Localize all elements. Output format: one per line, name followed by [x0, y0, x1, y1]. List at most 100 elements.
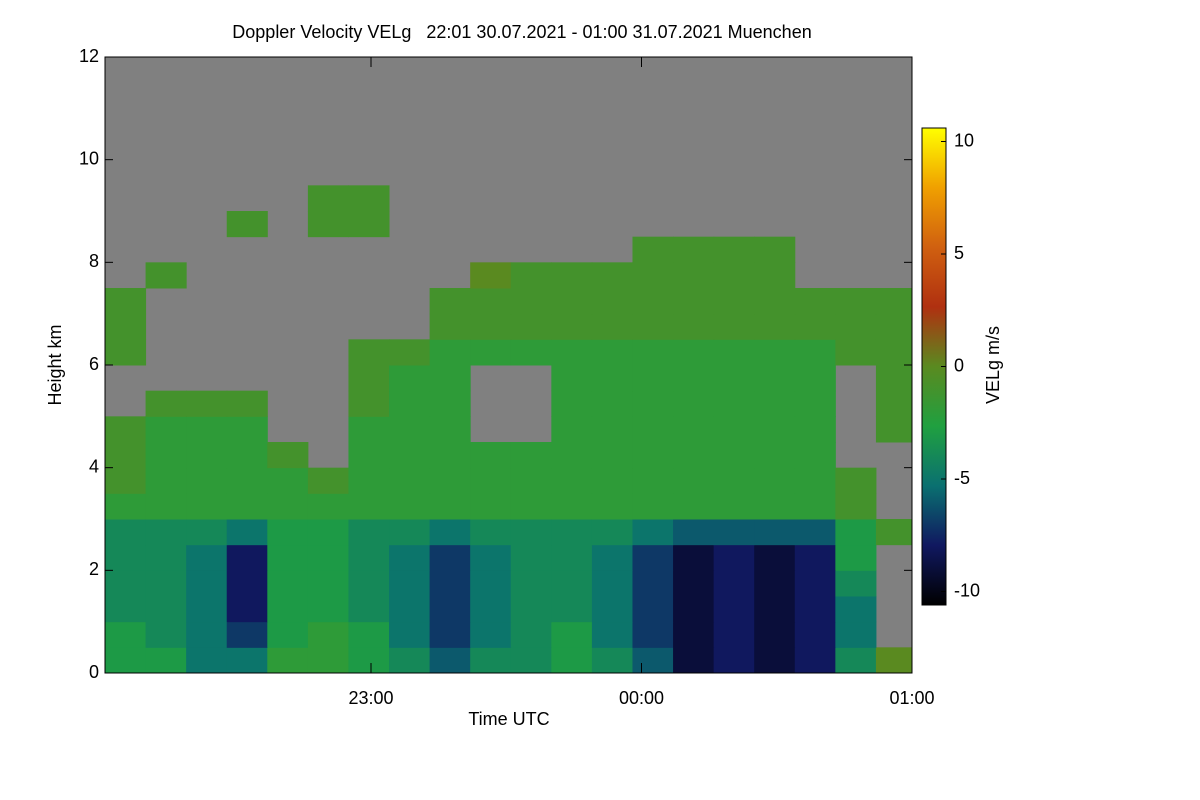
heatmap-cell	[835, 647, 877, 674]
heatmap-cell	[226, 416, 268, 443]
heatmap-cell	[389, 390, 431, 417]
heatmap-cell	[226, 621, 268, 648]
heatmap-cell	[591, 647, 633, 674]
heatmap-cell	[713, 647, 755, 674]
heatmap-cell	[875, 416, 913, 443]
heatmap-cell	[591, 313, 633, 340]
heatmap-cell	[551, 339, 593, 366]
heatmap-cell	[591, 570, 633, 597]
heatmap-cell	[389, 519, 431, 546]
heatmap-cell	[673, 596, 715, 623]
heatmap-cell	[591, 544, 633, 571]
heatmap-cell	[307, 493, 349, 520]
heatmap-cell	[510, 647, 552, 674]
heatmap-cell	[591, 416, 633, 443]
heatmap-cell	[470, 596, 512, 623]
heatmap-cell	[754, 390, 796, 417]
heatmap-cell	[226, 647, 268, 674]
heatmap-cell	[713, 313, 755, 340]
heatmap-cell	[307, 570, 349, 597]
heatmap-cell	[307, 596, 349, 623]
heatmap-cell	[105, 416, 147, 443]
heatmap-cell	[348, 570, 390, 597]
heatmap-cell	[835, 339, 877, 366]
heatmap-cell	[835, 519, 877, 546]
heatmap-cell	[105, 570, 147, 597]
heatmap-cell	[429, 442, 471, 469]
heatmap-cell	[145, 442, 187, 469]
heatmap-cell	[267, 467, 309, 494]
heatmap-cell	[470, 519, 512, 546]
colorbar-label: VELg m/s	[983, 326, 1003, 404]
heatmap-cell	[307, 211, 349, 238]
heatmap-cell	[754, 519, 796, 546]
heatmap-cell	[105, 288, 147, 315]
heatmap-cell	[267, 519, 309, 546]
heatmap-cell	[226, 211, 268, 238]
heatmap-cell	[794, 570, 836, 597]
heatmap-cell	[389, 493, 431, 520]
heatmap-cell	[673, 416, 715, 443]
heatmap-cell	[754, 416, 796, 443]
heatmap-cell	[267, 570, 309, 597]
heatmap-cell	[673, 288, 715, 315]
heatmap-cell	[105, 442, 147, 469]
heatmap-cell	[429, 544, 471, 571]
heatmap-cell	[673, 570, 715, 597]
heatmap-cell	[510, 467, 552, 494]
heatmap-cell	[186, 596, 228, 623]
heatmap-cell	[794, 339, 836, 366]
heatmap-cell	[632, 570, 674, 597]
heatmap-cell	[794, 596, 836, 623]
heatmap-cell	[389, 442, 431, 469]
heatmap-cell	[389, 647, 431, 674]
heatmap-cell	[632, 416, 674, 443]
heatmap-cell	[835, 313, 877, 340]
heatmap-cell	[429, 365, 471, 392]
heatmap-cell	[713, 288, 755, 315]
heatmap-cell	[145, 416, 187, 443]
heatmap-cell	[470, 647, 512, 674]
heatmap-cell	[348, 339, 390, 366]
x-axis-label: Time UTC	[468, 709, 549, 729]
heatmap-cell	[632, 647, 674, 674]
heatmap-cell	[673, 442, 715, 469]
heatmap-cell	[551, 313, 593, 340]
heatmap-cell	[389, 570, 431, 597]
heatmap-cell	[307, 647, 349, 674]
heatmap-cell	[226, 570, 268, 597]
heatmap-cell	[551, 544, 593, 571]
heatmap-cell	[510, 262, 552, 289]
heatmap-cell	[429, 570, 471, 597]
heatmap-cell	[389, 467, 431, 494]
heatmap-cell	[551, 570, 593, 597]
heatmap-cell	[510, 544, 552, 571]
heatmap-cell	[673, 544, 715, 571]
heatmap-cell	[551, 390, 593, 417]
heatmap-cell	[551, 288, 593, 315]
heatmap-cell	[632, 442, 674, 469]
heatmap-cell	[632, 621, 674, 648]
heatmap-cell	[348, 621, 390, 648]
heatmap-cell	[429, 339, 471, 366]
heatmap-cell	[389, 621, 431, 648]
heatmap-cell	[713, 596, 755, 623]
heatmap-cell	[632, 313, 674, 340]
y-axis-label: Height km	[45, 324, 65, 405]
heatmap-cell	[186, 467, 228, 494]
heatmap-cell	[186, 390, 228, 417]
heatmap-cell	[429, 416, 471, 443]
heatmap-cell	[389, 365, 431, 392]
heatmap-cell	[551, 416, 593, 443]
heatmap-cell	[267, 596, 309, 623]
heatmap-cell	[307, 467, 349, 494]
heatmap-cell	[226, 467, 268, 494]
colorbar-tick-label: 10	[954, 130, 974, 150]
heatmap-cell	[267, 621, 309, 648]
heatmap-cell	[632, 493, 674, 520]
heatmap-cell	[794, 416, 836, 443]
heatmap-cell	[470, 493, 512, 520]
y-tick-label: 6	[89, 354, 99, 374]
heatmap-cell	[673, 519, 715, 546]
heatmap-cell	[267, 647, 309, 674]
